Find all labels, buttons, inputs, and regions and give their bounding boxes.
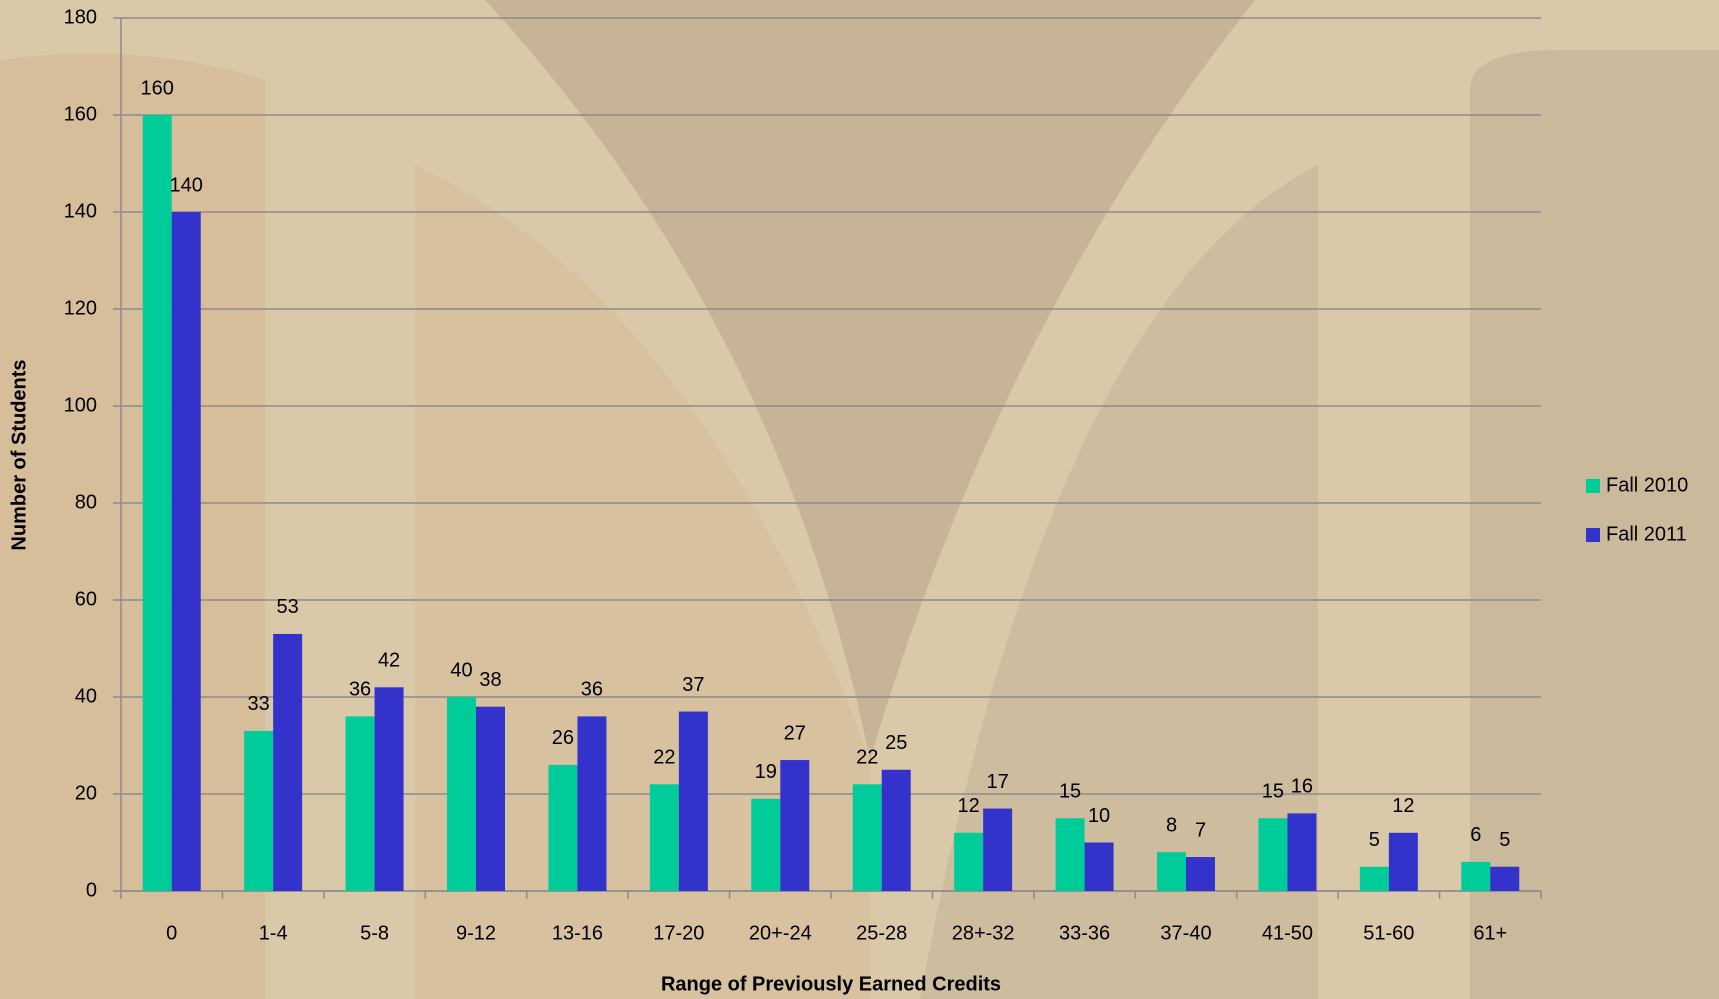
bar (780, 760, 810, 891)
bar (881, 769, 911, 891)
bar (751, 798, 781, 891)
data-label: 33 (248, 693, 270, 715)
data-label: 27 (784, 722, 806, 744)
x-tick-label: 20+-24 (749, 922, 812, 944)
y-tick-label: 180 (64, 6, 97, 28)
x-tick-label: 13-16 (552, 922, 603, 944)
data-label: 16 (1291, 776, 1313, 798)
bar (577, 716, 607, 891)
data-label: 26 (552, 727, 574, 749)
data-label: 40 (450, 659, 472, 681)
data-label: 6 (1470, 824, 1481, 846)
y-tick-label: 40 (75, 685, 97, 707)
bar (1186, 857, 1215, 891)
bar (1461, 861, 1491, 891)
bar (954, 832, 984, 891)
bar (1287, 813, 1317, 891)
bar (447, 697, 476, 891)
y-tick-label: 120 (64, 297, 97, 319)
y-tick-label: 160 (64, 103, 97, 125)
data-label: 10 (1088, 805, 1110, 827)
data-label: 140 (170, 174, 203, 196)
data-label: 8 (1166, 814, 1177, 836)
data-label: 5 (1369, 829, 1380, 851)
legend-swatch (1586, 479, 1600, 493)
bar (1157, 852, 1186, 891)
legend-label: Fall 2011 (1606, 523, 1687, 545)
bar (1258, 818, 1288, 891)
data-label: 42 (378, 650, 400, 672)
decor (1470, 50, 1719, 999)
x-tick-label: 61+ (1473, 922, 1507, 944)
x-tick-label: 17-20 (653, 922, 704, 944)
x-tick-label: 41-50 (1262, 922, 1313, 944)
data-label: 36 (349, 679, 371, 701)
y-tick-label: 60 (75, 588, 97, 610)
data-label: 53 (277, 596, 299, 618)
x-tick-label: 37-40 (1160, 922, 1211, 944)
data-label: 38 (479, 669, 501, 691)
decor (920, 165, 1318, 999)
bar (273, 633, 303, 891)
x-tick-label: 28+-32 (952, 922, 1015, 944)
bar (548, 764, 578, 891)
bar (171, 212, 201, 891)
bar (1084, 842, 1114, 891)
y-tick-label: 100 (64, 394, 97, 416)
bar (345, 716, 375, 891)
bar (1388, 832, 1418, 891)
bar (374, 687, 404, 891)
data-label: 36 (581, 679, 603, 701)
y-tick-label: 20 (75, 782, 97, 804)
y-tick-label: 140 (64, 200, 97, 222)
data-label: 17 (987, 771, 1009, 793)
x-axis-title: Range of Previously Earned Credits (661, 973, 1001, 995)
data-label: 7 (1195, 819, 1206, 841)
data-label: 12 (958, 795, 980, 817)
legend-label: Fall 2010 (1606, 474, 1688, 496)
bar (142, 115, 172, 891)
decor (415, 165, 870, 999)
x-tick-label: 1-4 (259, 922, 288, 944)
x-tick-label: 9-12 (456, 922, 496, 944)
bar (678, 711, 708, 891)
data-label: 37 (682, 674, 704, 696)
decor (485, 0, 1255, 760)
data-label: 12 (1392, 795, 1414, 817)
x-tick-label: 5-8 (360, 922, 389, 944)
bar (476, 706, 505, 891)
x-tick-label: 25-28 (856, 922, 907, 944)
bar (983, 808, 1013, 891)
bar (244, 730, 274, 891)
bar (1055, 818, 1085, 891)
y-tick-label: 80 (75, 491, 97, 513)
data-label: 22 (653, 747, 675, 769)
data-label: 160 (141, 77, 174, 99)
data-label: 15 (1059, 781, 1081, 803)
bar (852, 784, 882, 891)
y-axis-title: Number of Students (8, 359, 30, 550)
data-label: 22 (856, 747, 878, 769)
legend-swatch (1586, 528, 1600, 542)
bar (1359, 866, 1389, 891)
bar (649, 784, 679, 891)
data-label: 25 (885, 732, 907, 754)
x-tick-label: 0 (166, 922, 177, 944)
bar (1490, 866, 1520, 891)
data-label: 15 (1262, 781, 1284, 803)
x-tick-label: 51-60 (1363, 922, 1414, 944)
y-tick-label: 0 (86, 879, 97, 901)
x-tick-label: 33-36 (1059, 922, 1110, 944)
data-label: 5 (1499, 829, 1510, 851)
data-label: 19 (755, 761, 777, 783)
decor (0, 53, 265, 999)
